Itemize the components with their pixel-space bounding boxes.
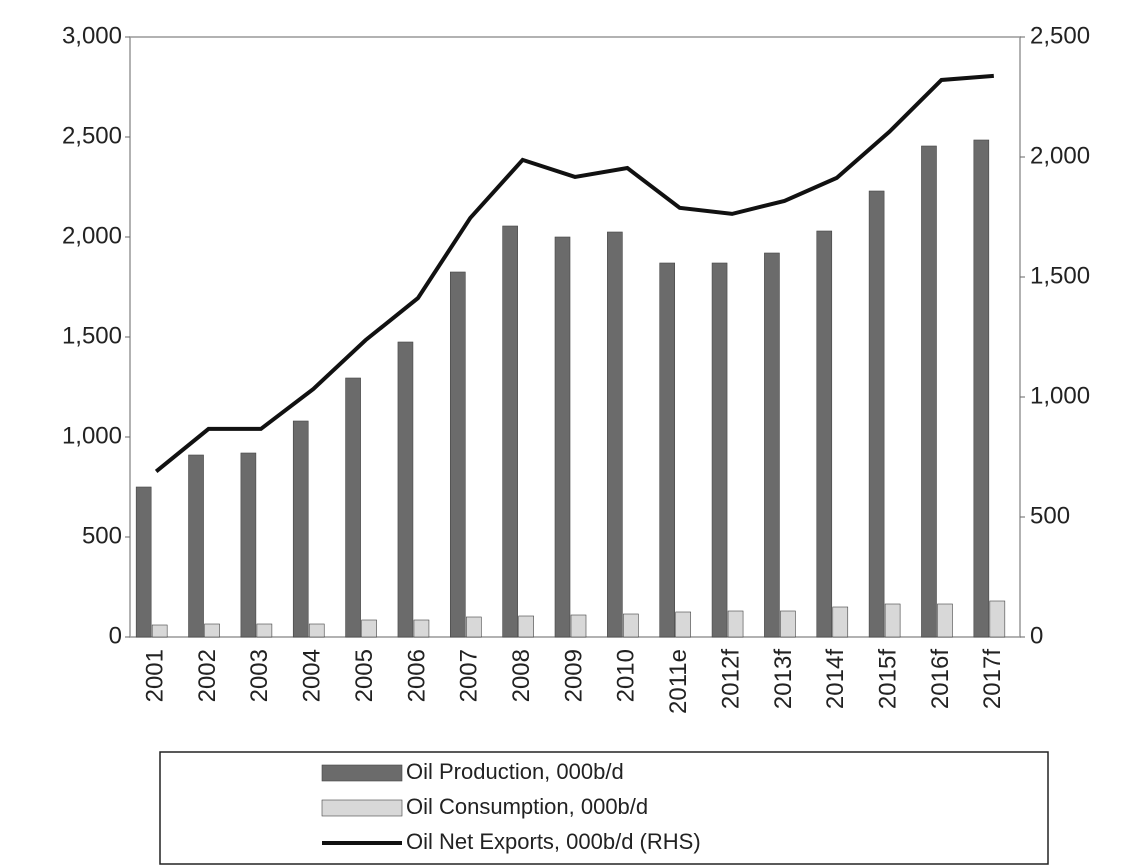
- bar: [989, 600, 1006, 638]
- bar: [921, 145, 937, 638]
- x-tick-label: 2007: [456, 649, 483, 702]
- legend-swatch: [321, 799, 403, 817]
- line: [154, 73, 994, 473]
- bar: [413, 619, 430, 638]
- y-tick-label: 1,500: [62, 322, 122, 349]
- bar: [727, 610, 744, 638]
- bar: [607, 231, 623, 638]
- x-tick-label: 2017f: [979, 649, 1006, 709]
- y-tick-label: 500: [82, 522, 122, 549]
- plot-frame: [129, 36, 1021, 638]
- legend-text: Oil Consumption, 000b/d: [406, 794, 648, 819]
- legend-swatch: [321, 764, 403, 782]
- x-tick-label: 2006: [403, 649, 430, 702]
- bar: [465, 616, 482, 638]
- bar: [554, 236, 571, 638]
- bar: [764, 252, 780, 638]
- y-tick-label: 0: [109, 622, 122, 649]
- bar: [868, 190, 885, 638]
- bar: [711, 262, 728, 638]
- x-tick-label: 2016f: [927, 649, 954, 709]
- y-tick-label: 1,000: [62, 422, 122, 449]
- bar: [135, 486, 152, 638]
- bar: [345, 377, 361, 638]
- y2-tick-label: 2,500: [1030, 22, 1090, 49]
- bar: [884, 603, 901, 638]
- bar: [240, 452, 257, 638]
- x-tick-label: 2005: [351, 649, 378, 702]
- bar: [188, 454, 204, 638]
- bar: [780, 610, 796, 638]
- y-tick-label: 3,000: [62, 22, 122, 49]
- bar: [308, 623, 325, 638]
- bar: [623, 613, 639, 638]
- bar: [502, 225, 518, 638]
- x-tick-label: 2010: [613, 649, 640, 702]
- x-tick-label: 2001: [142, 649, 169, 702]
- y2-tick-label: 500: [1030, 502, 1070, 529]
- x-tick-label: 2003: [246, 649, 273, 702]
- bar: [518, 615, 534, 638]
- y2-tick-label: 0: [1030, 622, 1043, 649]
- x-tick-label: 2002: [194, 649, 221, 702]
- bar: [570, 614, 587, 638]
- legend-box: [159, 751, 1049, 865]
- bar: [816, 230, 833, 638]
- legend-text: Oil Production, 000b/d: [406, 759, 624, 784]
- bar: [397, 341, 414, 638]
- x-tick-label: 2011e: [665, 649, 692, 714]
- bar: [151, 624, 168, 638]
- x-tick-label: 2014f: [822, 649, 849, 709]
- bar: [256, 623, 273, 638]
- x-tick-label: 2008: [508, 649, 535, 702]
- y2-tick-label: 2,000: [1030, 142, 1090, 169]
- x-tick-label: 2004: [299, 649, 326, 702]
- bar: [937, 603, 953, 638]
- bar: [832, 606, 849, 638]
- y-tick-label: 2,000: [62, 222, 122, 249]
- bar: [204, 623, 220, 638]
- x-tick-label: 2015f: [874, 649, 901, 709]
- x-tick-label: 2013f: [770, 649, 797, 709]
- legend-text: Oil Net Exports, 000b/d (RHS): [406, 829, 701, 854]
- y2-tick-label: 1,000: [1030, 382, 1090, 409]
- bar: [675, 611, 692, 638]
- bar: [659, 262, 676, 638]
- bar: [973, 139, 990, 638]
- x-tick-label: 2009: [560, 649, 587, 702]
- y-tick-label: 2,500: [62, 122, 122, 149]
- x-tick-label: 2012f: [717, 649, 744, 709]
- y2-tick-label: 1,500: [1030, 262, 1090, 289]
- bar: [449, 271, 466, 638]
- bar: [361, 619, 377, 638]
- bar: [292, 420, 309, 638]
